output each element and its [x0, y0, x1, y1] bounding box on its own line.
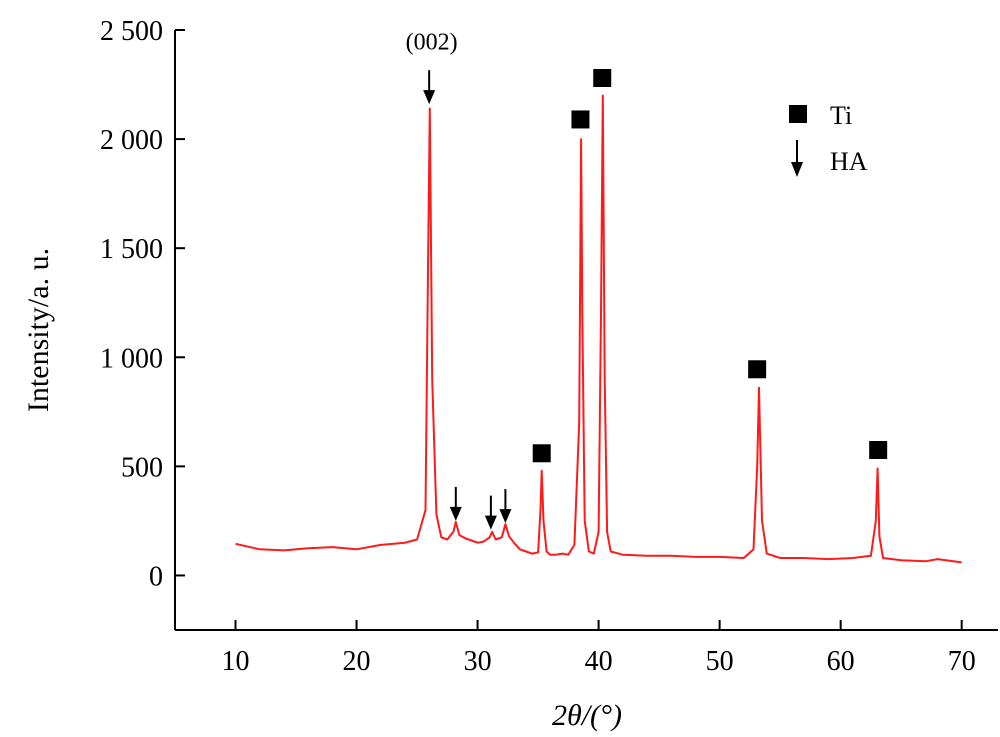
ti-marker [571, 110, 590, 129]
peak-label-002: (002) [406, 30, 458, 56]
ti-marker [532, 444, 551, 463]
ha-arrow-marker [449, 486, 462, 521]
y-tick-label: 0 [149, 561, 163, 592]
x-tick-label: 50 [706, 646, 734, 677]
ti-marker [869, 441, 888, 459]
ha-markers [423, 70, 512, 530]
x-tick-label: 60 [827, 646, 855, 677]
x-tick-label: 30 [464, 646, 492, 677]
y-tick-label: 1 500 [100, 234, 163, 265]
x-axis-title: 2θ/(°) [552, 699, 622, 732]
y-axis-title: Intensity/a. u. [22, 248, 55, 412]
ha-arrow-marker [423, 70, 436, 105]
y-tick-label: 500 [121, 452, 163, 483]
ti-markers [532, 69, 888, 463]
ha-arrow-marker [499, 489, 512, 524]
y-tick-label: 2 000 [100, 125, 163, 156]
y-tick-label: 2 500 [100, 16, 163, 47]
ti-marker [748, 360, 767, 379]
legend-ti-label: Ti [830, 101, 852, 130]
x-tick-label: 20 [343, 646, 371, 677]
xrd-series-line [235, 94, 962, 564]
legend-ha-label: HA [830, 147, 868, 176]
ha-arrow-marker [484, 495, 497, 530]
y-axis-ticks: 0 500 1 000 1 500 2 000 2 500 [100, 16, 185, 592]
x-tick-label: 10 [222, 646, 250, 677]
y-tick-label: 1 000 [100, 343, 163, 374]
ti-marker [593, 69, 612, 87]
x-axis-ticks: 10 20 30 40 50 60 70 [222, 620, 976, 677]
x-tick-label: 70 [948, 646, 976, 677]
legend: Ti HA [789, 101, 868, 177]
x-tick-label: 40 [585, 646, 613, 677]
legend-ha-marker [791, 140, 803, 177]
legend-ti-marker [789, 105, 807, 123]
